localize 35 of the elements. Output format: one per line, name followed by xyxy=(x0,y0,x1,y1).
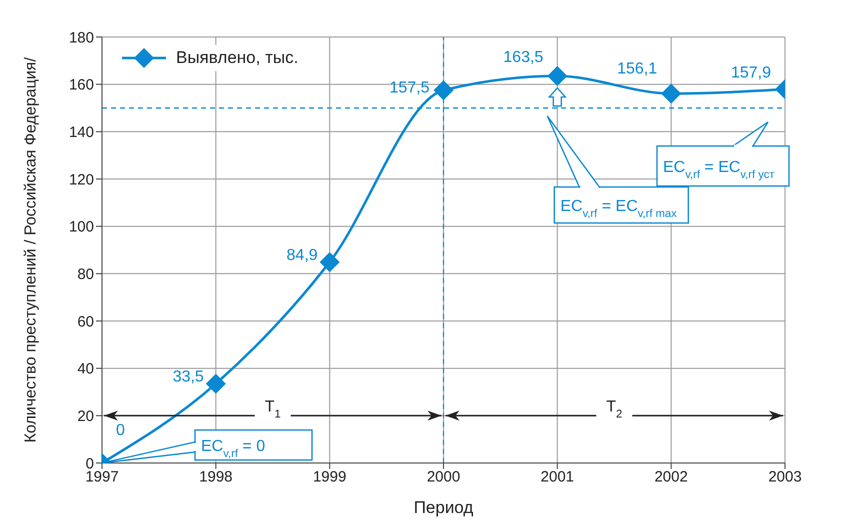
point xyxy=(320,252,340,272)
x-tick-label: 2002 xyxy=(654,468,688,486)
y-tick-label: 60 xyxy=(77,313,94,330)
x-tick-label: 2003 xyxy=(768,468,802,486)
y-tick-label: 40 xyxy=(77,360,94,378)
y-tick-label: 160 xyxy=(68,76,94,94)
data-label: 33,5 xyxy=(172,368,204,386)
data-label: 157,5 xyxy=(389,79,430,96)
x-axis-title: Период xyxy=(414,498,474,517)
x-tick-label: 2000 xyxy=(426,468,460,486)
x-tick-label: 1998 xyxy=(199,468,233,486)
x-tick-label: 1999 xyxy=(312,468,346,486)
data-label: 163,5 xyxy=(503,49,544,66)
annotation: T$_{1}$ xyxy=(264,398,281,421)
annotation: EC$_{v,rf}$ = EC$_{v,rf max}$ xyxy=(560,198,678,220)
annotation: T$_{2}$ xyxy=(606,398,622,421)
x-tick-label: 2001 xyxy=(540,468,574,486)
y-tick-label: 20 xyxy=(77,408,94,425)
data-label: 84,9 xyxy=(286,247,318,264)
y-tick-label: 180 xyxy=(68,29,94,46)
point xyxy=(547,66,568,86)
point xyxy=(206,374,226,394)
data-label: 157,9 xyxy=(730,64,772,82)
annotation: EC$_{v,rf}$ = 0 xyxy=(201,438,266,460)
legend-label: Выявлено, тыс. xyxy=(176,48,298,68)
y-tick-label: 100 xyxy=(68,218,94,236)
annotation: EC$_{v,rf}$ = EC$_{v,rf уст}$ xyxy=(663,159,774,181)
point xyxy=(661,84,682,104)
y-tick-label: 140 xyxy=(68,124,94,141)
data-label: 156,1 xyxy=(617,60,658,78)
data-label: 0 xyxy=(116,422,125,439)
point xyxy=(434,80,454,100)
y-tick-label: 120 xyxy=(68,171,94,188)
y-tick-label: 80 xyxy=(77,266,94,283)
y-axis-title: Количество преступлений / Российская Федерация/ xyxy=(22,56,40,443)
